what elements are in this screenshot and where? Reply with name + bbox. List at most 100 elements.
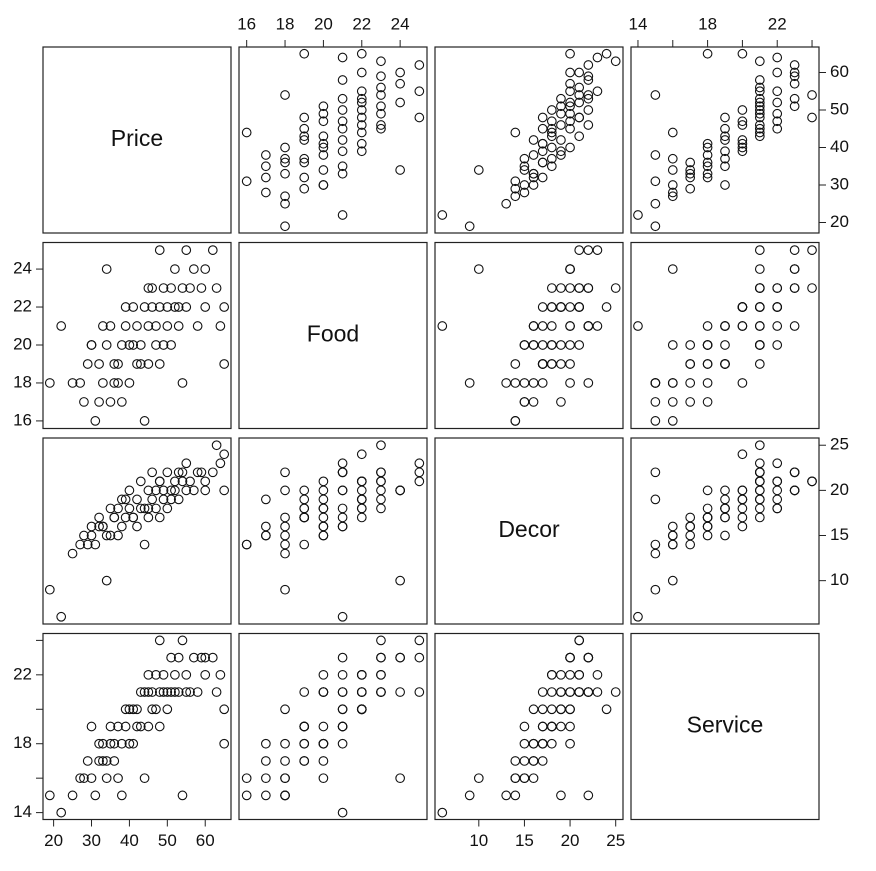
point — [241, 790, 252, 801]
point — [546, 687, 557, 697]
point — [546, 127, 557, 138]
point — [789, 101, 800, 112]
point — [98, 521, 108, 532]
point — [189, 264, 199, 274]
point — [170, 687, 180, 697]
point — [376, 635, 386, 646]
point — [556, 302, 566, 312]
point — [667, 180, 678, 190]
point — [318, 485, 329, 496]
point — [219, 704, 230, 715]
point — [556, 790, 566, 801]
point — [754, 108, 765, 119]
point — [546, 669, 557, 680]
point — [754, 131, 765, 142]
point — [299, 48, 310, 59]
point — [132, 494, 142, 505]
point — [166, 340, 176, 350]
point — [546, 721, 557, 732]
point — [139, 687, 150, 697]
point — [546, 738, 557, 749]
point — [754, 56, 765, 67]
point — [650, 548, 661, 559]
point — [177, 790, 188, 801]
point — [772, 476, 783, 487]
point — [158, 669, 169, 680]
point — [299, 503, 310, 514]
point — [592, 86, 603, 97]
point — [720, 112, 730, 123]
point — [574, 90, 585, 100]
point — [261, 738, 271, 749]
point — [189, 652, 199, 663]
point — [132, 721, 142, 732]
point — [318, 756, 329, 766]
point — [464, 790, 475, 801]
point — [537, 157, 548, 168]
point — [565, 669, 575, 680]
point — [356, 86, 367, 97]
y-tick-label: 60 — [830, 62, 849, 81]
point — [702, 359, 713, 369]
point — [318, 530, 329, 541]
point — [574, 302, 585, 312]
x-tick-label: 30 — [82, 831, 101, 850]
point — [105, 738, 116, 749]
y-tick-label: 25 — [830, 435, 849, 454]
point — [280, 773, 290, 784]
point — [720, 340, 730, 350]
point — [537, 172, 548, 183]
point — [519, 397, 530, 407]
point — [528, 321, 539, 331]
point — [702, 512, 713, 523]
point — [162, 302, 173, 312]
point — [519, 161, 530, 172]
point — [546, 340, 557, 350]
point — [754, 458, 765, 469]
point — [565, 116, 575, 127]
point — [737, 135, 748, 145]
point — [414, 687, 425, 697]
point — [280, 221, 290, 232]
point — [101, 575, 112, 586]
point — [528, 397, 539, 407]
point — [556, 120, 566, 130]
point — [702, 138, 713, 149]
point — [537, 302, 548, 312]
point — [86, 340, 97, 350]
point — [565, 283, 575, 293]
point — [124, 704, 135, 715]
point — [592, 321, 603, 331]
point — [754, 503, 765, 514]
point — [772, 485, 783, 496]
point — [414, 458, 425, 469]
point — [565, 378, 575, 388]
point — [583, 120, 594, 130]
point — [299, 135, 310, 145]
point — [556, 704, 566, 715]
point — [318, 773, 329, 784]
point — [789, 321, 800, 331]
variable-name: Decor — [498, 516, 560, 542]
x-tick-label: 20 — [561, 831, 580, 850]
point — [280, 704, 290, 715]
point — [772, 321, 783, 331]
y-tick-label: 24 — [13, 259, 32, 278]
point — [583, 321, 594, 331]
point — [337, 52, 348, 63]
point — [154, 302, 165, 312]
point — [650, 90, 661, 100]
point — [162, 321, 173, 331]
point — [510, 790, 521, 801]
point — [772, 52, 783, 63]
point — [280, 530, 290, 541]
point — [754, 476, 765, 487]
point — [754, 340, 765, 350]
point — [185, 476, 195, 487]
point — [754, 359, 765, 369]
point — [200, 485, 211, 496]
point — [754, 105, 765, 115]
point — [583, 105, 594, 115]
point — [147, 494, 158, 505]
point — [116, 521, 127, 532]
